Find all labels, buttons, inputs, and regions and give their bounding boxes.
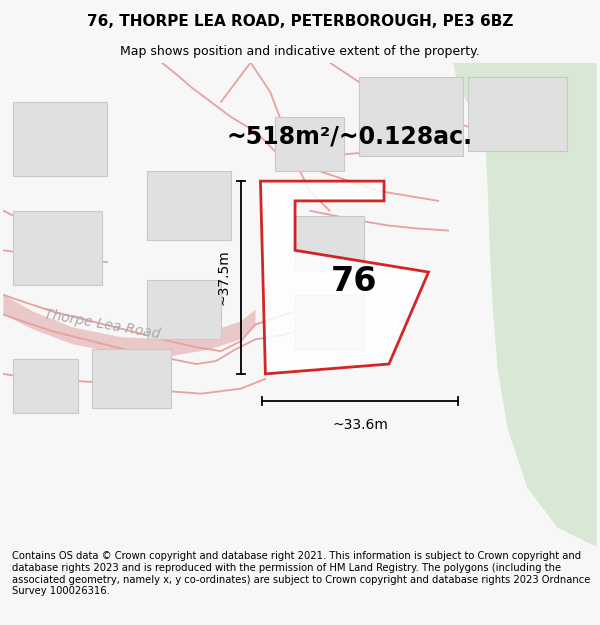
Bar <box>92 349 172 409</box>
Text: Map shows position and indicative extent of the property.: Map shows position and indicative extent… <box>120 44 480 58</box>
Text: ~33.6m: ~33.6m <box>332 418 388 432</box>
Text: ~37.5m: ~37.5m <box>217 249 231 306</box>
Polygon shape <box>4 295 256 356</box>
Text: 76, THORPE LEA ROAD, PETERBOROUGH, PE3 6BZ: 76, THORPE LEA ROAD, PETERBOROUGH, PE3 6… <box>87 14 513 29</box>
Bar <box>295 216 364 270</box>
Bar <box>13 211 102 285</box>
Bar <box>275 117 344 171</box>
Bar <box>13 102 107 176</box>
Text: ~518m²/~0.128ac.: ~518m²/~0.128ac. <box>226 124 472 149</box>
Text: Contains OS data © Crown copyright and database right 2021. This information is : Contains OS data © Crown copyright and d… <box>12 551 590 596</box>
Text: Thorpe Lea Road: Thorpe Lea Road <box>43 308 161 342</box>
Bar <box>359 78 463 156</box>
Text: 76: 76 <box>331 266 377 299</box>
Bar <box>147 171 231 241</box>
Bar <box>147 280 221 339</box>
Polygon shape <box>453 62 596 547</box>
Bar <box>13 359 77 413</box>
Bar <box>468 78 567 151</box>
Polygon shape <box>260 181 428 374</box>
Bar <box>295 295 364 349</box>
